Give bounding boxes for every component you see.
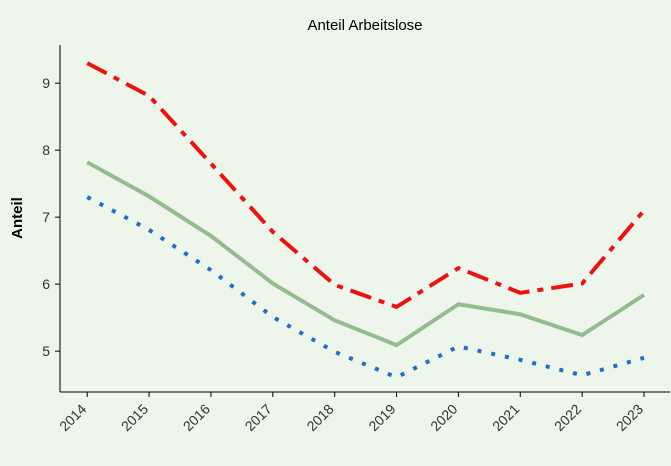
y-tick-label: 8 bbox=[42, 142, 50, 158]
x-tick-label: 2017 bbox=[242, 401, 275, 434]
y-tick-label: 7 bbox=[42, 209, 50, 225]
x-tick-label: 2021 bbox=[489, 401, 522, 434]
x-tick-label: 2019 bbox=[365, 401, 398, 434]
x-tick-label: 2022 bbox=[551, 401, 584, 434]
x-tick-label: 2014 bbox=[56, 401, 89, 434]
series-line bbox=[86, 61, 646, 310]
x-tick-label: 2020 bbox=[427, 401, 460, 434]
chart-title: Anteil Arbeitslose bbox=[307, 17, 422, 34]
x-tick-label: 2016 bbox=[180, 401, 213, 434]
y-axis-label: Anteil bbox=[9, 197, 26, 239]
series-line bbox=[86, 195, 645, 380]
y-tick-label: 9 bbox=[42, 75, 50, 91]
series-line bbox=[86, 160, 646, 348]
x-tick-label: 2023 bbox=[613, 401, 646, 434]
y-tick-label: 6 bbox=[42, 276, 50, 292]
x-tick-label: 2015 bbox=[118, 401, 151, 434]
y-tick-label: 5 bbox=[42, 343, 50, 359]
x-tick-label: 2018 bbox=[303, 401, 336, 434]
